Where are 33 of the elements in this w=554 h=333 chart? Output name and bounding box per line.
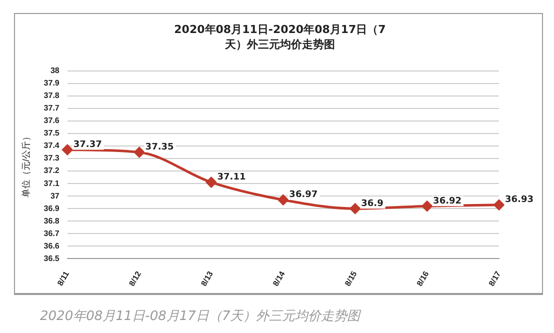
point xyxy=(422,200,432,212)
y-tick-label: 37.6 xyxy=(44,116,60,126)
y-tick-label: 37.5 xyxy=(44,128,60,138)
y-tick-label: 37 xyxy=(50,191,60,200)
y-tick-label: 36.5 xyxy=(44,254,60,263)
y-tick-label: 37.8 xyxy=(44,91,60,100)
point xyxy=(494,200,504,210)
data-label: 37.11 xyxy=(217,172,246,183)
y-tick-label: 38 xyxy=(50,66,60,76)
y-tick-label: 37.4 xyxy=(44,141,60,150)
y-tick-label: 37.3 xyxy=(44,154,60,163)
data-label: 36.92 xyxy=(433,196,462,206)
y-tick-label: 37.2 xyxy=(44,166,60,176)
data-label: 36.9 xyxy=(361,198,384,209)
y-tick-label: 37.7 xyxy=(44,104,60,113)
point xyxy=(206,177,216,188)
point xyxy=(134,146,145,158)
chart-title: 2020年08月11日-2020年08月17日（7天）外三元均价走势图 xyxy=(173,22,387,52)
y-tick-label: 37.1 xyxy=(44,178,60,188)
y-tick-label: 36.6 xyxy=(44,241,60,250)
data-label: 36.93 xyxy=(505,195,534,206)
data-label: 37.37 xyxy=(73,140,102,150)
y-axis-title: 单位（元/公斤） xyxy=(20,132,31,198)
point xyxy=(350,203,360,214)
data-label: 36.97 xyxy=(289,190,318,200)
y-tick-label: 37.9 xyxy=(44,78,60,88)
y-tick-label: 36.7 xyxy=(44,228,60,238)
point xyxy=(278,194,288,206)
point xyxy=(62,144,73,155)
data-label: 37.35 xyxy=(145,142,174,153)
y-tick-label: 36.8 xyxy=(44,216,60,226)
text: 2020年08月11日-08月17日（7天）外三元均价走势图 xyxy=(40,308,362,325)
y-tick-label: 36.9 xyxy=(44,204,60,213)
